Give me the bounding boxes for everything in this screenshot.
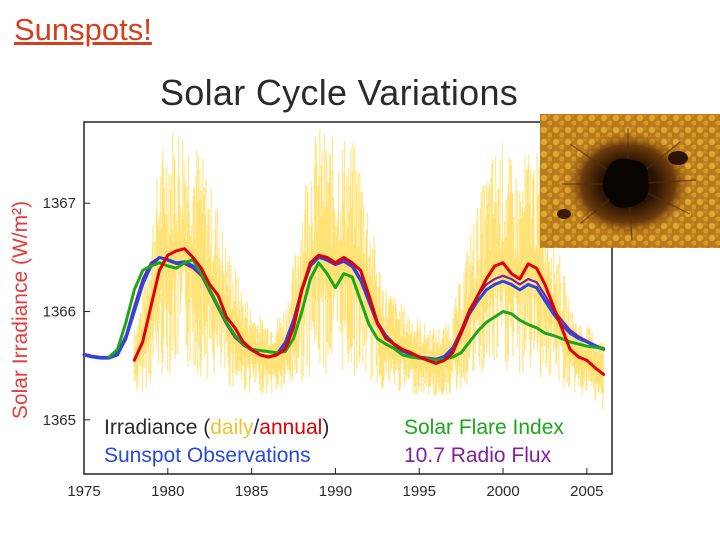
y-tick-label: 1366 — [43, 304, 76, 321]
legend-sunspot: Sunspot Observations — [104, 444, 311, 467]
series-lines — [82, 247, 606, 376]
daily-irradiance-band — [133, 129, 605, 409]
legend-irradiance-prefix: Irradiance ( — [104, 416, 210, 439]
legend-sep: / — [253, 416, 259, 439]
series-line-flare — [107, 258, 606, 362]
legend-irradiance-suffix: ) — [322, 416, 329, 439]
y-tick-label: 1365 — [43, 412, 76, 429]
series-line-sunspot — [82, 255, 606, 361]
x-tick-label: 2005 — [570, 483, 603, 500]
y-axis-label: Solar Irradiance (W/m²) — [9, 201, 32, 419]
x-tick-label: 1975 — [67, 483, 100, 500]
sunspot-photo-icon — [540, 114, 720, 248]
plot-frame — [83, 121, 613, 475]
slide-title[interactable]: Sunspots! — [14, 12, 152, 47]
x-tick-label: 2000 — [486, 483, 519, 500]
legend-irradiance: Irradiance (daily/annual) — [104, 416, 329, 439]
legend-annual: annual — [259, 416, 322, 439]
axis-ticks: 1975 1980 1985 1990 1995 2000 2005 1365 1366 1367 — [43, 195, 604, 500]
x-tick-label: 1995 — [403, 483, 436, 500]
y-tick-label: 1367 — [43, 195, 76, 212]
x-tick-label: 1990 — [319, 483, 352, 500]
legend-daily: daily — [210, 416, 254, 439]
x-tick-label: 1980 — [151, 483, 184, 500]
chart-title: Solar Cycle Variations — [160, 72, 519, 113]
legend-radio: 10.7 Radio Flux — [404, 444, 552, 467]
chart-legend: Irradiance (daily/annual) Sunspot Observ… — [104, 416, 564, 467]
legend-flare: Solar Flare Index — [404, 416, 564, 439]
x-tick-label: 1985 — [235, 483, 268, 500]
series-line-annual — [132, 247, 606, 376]
